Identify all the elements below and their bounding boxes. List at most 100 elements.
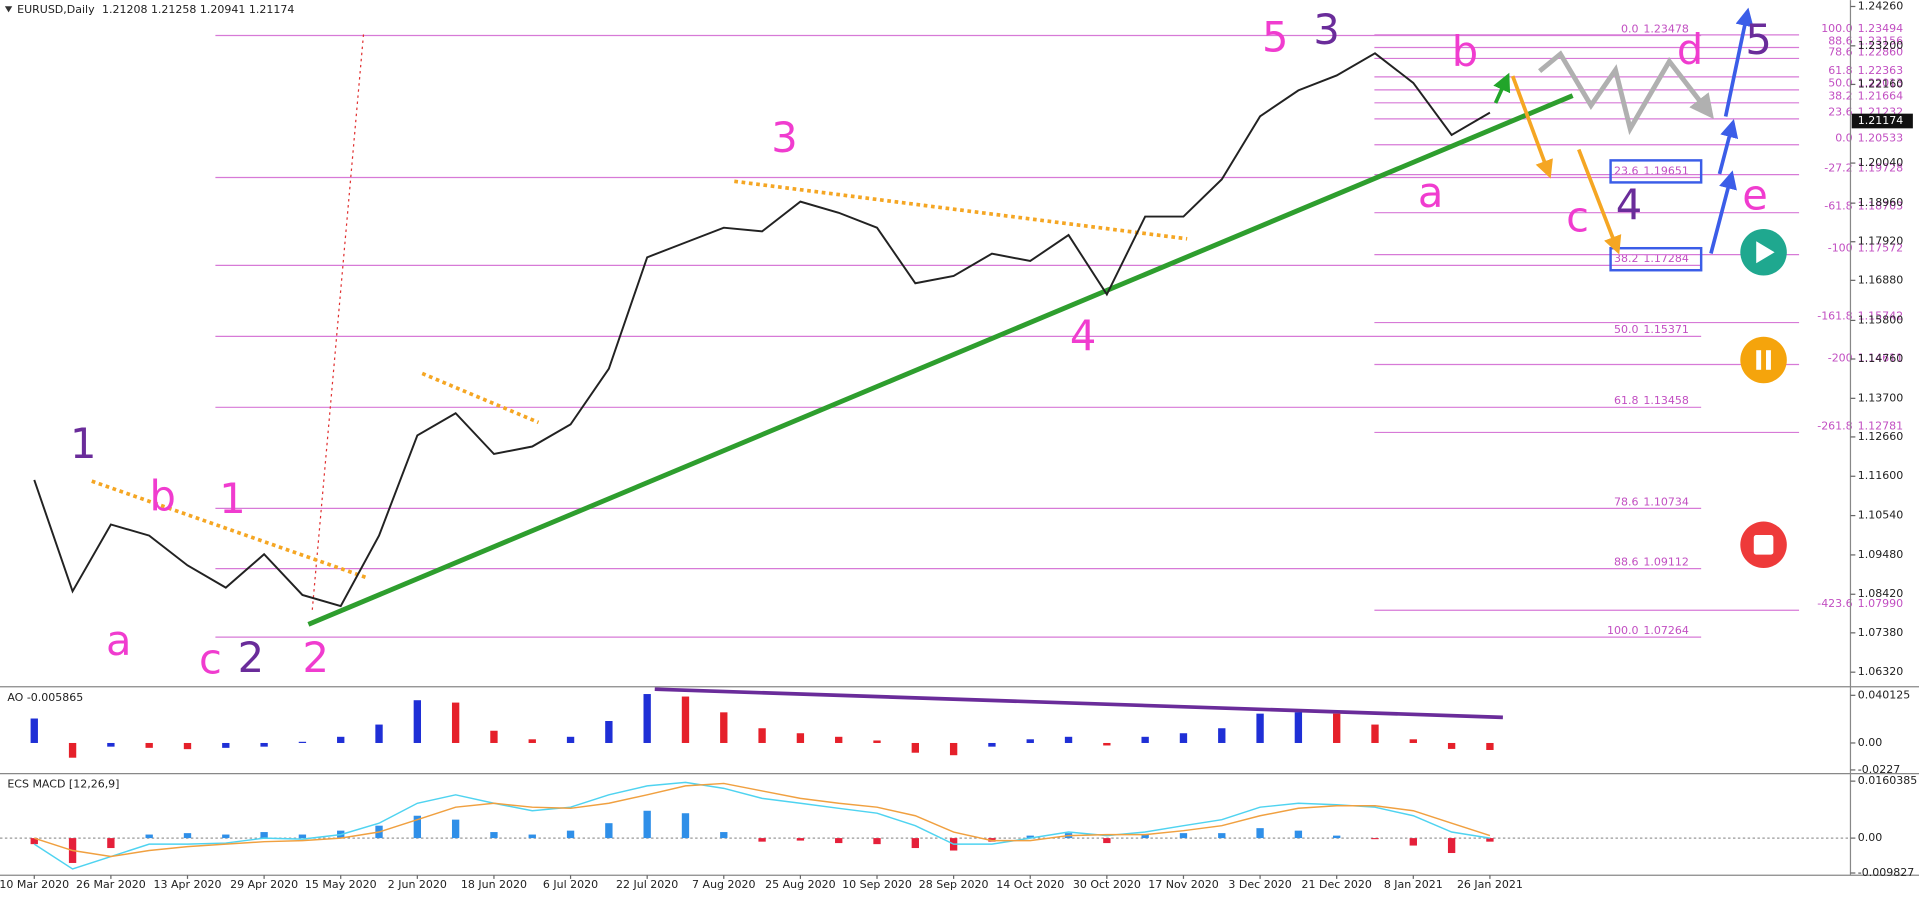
x-tick-label: 8 Jan 2021 xyxy=(1384,878,1443,891)
histogram-bar xyxy=(451,702,460,743)
fib-ratio: -261.8 xyxy=(1817,419,1852,432)
wave-label: d xyxy=(1677,25,1703,74)
x-tick-label: 10 Mar 2020 xyxy=(0,878,69,891)
fib-diagonal xyxy=(311,34,365,613)
histogram-bar xyxy=(605,721,613,743)
wave-label: a xyxy=(1418,168,1444,217)
y-tick-label: -0.0227 xyxy=(1858,763,1900,776)
fib-ratio: -61.8 xyxy=(1824,200,1852,213)
fib-label: -100 1.17572 xyxy=(1828,242,1903,255)
last-price-label: 1.21174 xyxy=(1858,114,1904,127)
y-tick-label: 1.16880 xyxy=(1858,273,1904,286)
fib-price: 1.10734 xyxy=(1643,495,1689,508)
fib-label: 100.0 1.23494 xyxy=(1821,22,1903,35)
histogram-bar xyxy=(260,742,268,747)
fib-label: 88.6 1.09112 xyxy=(1614,555,1689,568)
fib-label: 100.0 1.07264 xyxy=(1607,624,1689,637)
histogram-bar xyxy=(413,815,422,839)
y-tick-label: 1.15800 xyxy=(1858,313,1904,326)
fib-price: 1.12781 xyxy=(1858,419,1904,432)
waves: 1 1 b a c 2 2 3 4 5 3 b a c 4 d 5 e xyxy=(70,5,1772,683)
panel-title: ECS MACD [12,26,9] xyxy=(7,778,119,791)
y-tick-label: 0.00 xyxy=(1858,831,1883,844)
pause-icon xyxy=(1740,336,1787,384)
fib-price: 1.23478 xyxy=(1643,22,1689,35)
histogram-bar xyxy=(643,694,651,743)
fib-ratio: -100 xyxy=(1828,242,1853,255)
y-tick-label: 1.14760 xyxy=(1858,352,1904,365)
play-glyph xyxy=(1756,241,1775,264)
histogram-bar xyxy=(298,741,307,743)
fib-price: 1.21664 xyxy=(1858,90,1904,103)
menu-triangle xyxy=(4,6,13,13)
y-tick-label: 0.0160385 xyxy=(1858,774,1918,787)
fib-label: 38.2 1.21664 xyxy=(1828,90,1903,103)
fib-ratio: 88.6 xyxy=(1614,555,1639,568)
fib-label: 50.0 1.22013 xyxy=(1828,77,1903,90)
y-tick-label: 1.06320 xyxy=(1858,665,1904,678)
fib-ratio: -200 xyxy=(1828,351,1853,364)
y-tick-label: 0.040125 xyxy=(1858,688,1911,701)
resistance-line xyxy=(421,371,540,425)
histogram-bar xyxy=(1103,838,1111,844)
fib-price: 1.18703 xyxy=(1858,200,1904,213)
fib-ratio: 38.2 xyxy=(1828,90,1853,103)
fib-price: 1.20533 xyxy=(1858,132,1904,145)
x-tick-label: 22 Jul 2020 xyxy=(616,878,678,891)
wave-label: 4 xyxy=(1616,180,1642,229)
histogram-bar xyxy=(528,739,536,743)
fib-ratio: 61.8 xyxy=(1828,64,1853,77)
histogram-bar xyxy=(222,834,230,839)
fib-price: 1.14611 xyxy=(1858,351,1904,364)
fib-label: 78.6 1.10734 xyxy=(1614,495,1689,508)
histogram-bar xyxy=(1371,724,1379,743)
y-tick-label: 1.22160 xyxy=(1858,77,1904,90)
y-tick-label: 1.10540 xyxy=(1858,509,1904,522)
header: EURUSD,Daily 1.21208 1.21258 1.20941 1.21… xyxy=(17,3,294,16)
divergence-line xyxy=(654,687,1503,720)
histogram-bar xyxy=(758,838,766,842)
histogram-bar xyxy=(566,736,575,743)
y-tick-label: 1.09480 xyxy=(1858,548,1904,561)
x-tick-label: 15 May 2020 xyxy=(305,878,377,891)
histogram-bar xyxy=(183,833,192,839)
y-tick-label: 1.11600 xyxy=(1858,469,1904,482)
fib-price: 1.19651 xyxy=(1643,164,1689,177)
fib-ratio: 50.0 xyxy=(1828,77,1853,90)
histogram-bar xyxy=(145,742,153,748)
histogram-bar xyxy=(1256,828,1264,839)
x-tick-label: 14 Oct 2020 xyxy=(996,878,1064,891)
histogram-bar xyxy=(1141,736,1149,743)
status-icons xyxy=(1740,229,1787,569)
fib-label: 88.6 1.23156 xyxy=(1828,34,1903,47)
histogram-bar xyxy=(873,740,881,743)
wave-label: 3 xyxy=(771,113,797,162)
symbol: EURUSD,Daily xyxy=(17,3,95,16)
x-tick-label: 17 Nov 2020 xyxy=(1148,878,1218,891)
histogram-bar xyxy=(1333,713,1341,743)
stop-glyph xyxy=(1753,535,1774,555)
histogram-bar xyxy=(375,724,383,743)
fib-label: 38.2 1.17284 xyxy=(1614,252,1689,265)
histogram-bar xyxy=(1409,838,1417,846)
histogram-bar xyxy=(1447,742,1456,749)
last-price-box xyxy=(1851,113,1913,129)
fib-price: 1.15742 xyxy=(1858,309,1904,322)
wave-label: 2 xyxy=(238,633,264,682)
fib-ratio: 61.8 xyxy=(1614,394,1639,407)
x-tick-label: 7 Aug 2020 xyxy=(692,878,755,891)
x-tick-label: 28 Sep 2020 xyxy=(919,878,989,891)
wave-label: 3 xyxy=(1313,5,1339,54)
pause-glyph xyxy=(1766,350,1771,370)
panel-title: AO -0.005865 xyxy=(7,691,83,704)
histogram-bar xyxy=(758,728,766,743)
histogram-bar xyxy=(1447,838,1456,854)
histogram-bar xyxy=(681,696,690,743)
ohlc: 1.21208 1.21258 1.20941 1.21174 xyxy=(102,3,294,16)
signal-line xyxy=(34,782,1491,858)
fib-label: 61.8 1.22363 xyxy=(1828,64,1903,77)
wave-label: c xyxy=(199,634,222,683)
fib-ratio: 0.0 xyxy=(1835,132,1852,145)
resistance-line xyxy=(734,179,1188,241)
